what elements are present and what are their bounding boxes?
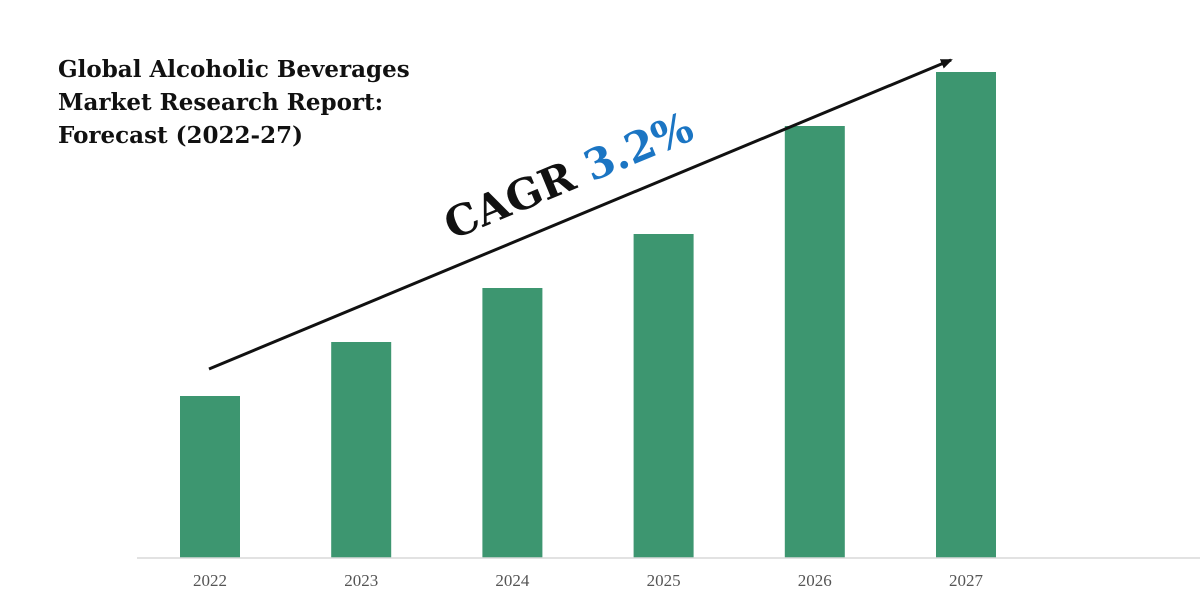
bar-2026 — [784, 126, 845, 558]
bar-2024 — [482, 288, 543, 558]
x-tick-label-2025: 2025 — [647, 571, 681, 590]
cagr-value: 3.2% — [577, 102, 700, 191]
x-tick-labels: 2022 2023 2024 2025 2026 2027 — [193, 571, 984, 590]
chart-title-line-1: Global Alcoholic Beverages — [58, 56, 410, 83]
x-tick-label-2027: 2027 — [949, 571, 984, 590]
chart-title-line-3: Forecast (2022-27) — [58, 122, 303, 149]
x-tick-label-2022: 2022 — [193, 571, 227, 590]
bar-2023 — [331, 342, 392, 558]
x-tick-label-2024: 2024 — [495, 571, 530, 590]
x-tick-label-2023: 2023 — [344, 571, 378, 590]
growth-arrow — [208, 58, 953, 371]
bars-group — [180, 72, 996, 558]
bar-2022 — [180, 396, 240, 558]
chart-title-line-2: Market Research Report: — [58, 89, 383, 116]
bar-2025 — [633, 234, 694, 558]
cagr-annotation: CAGR 3.2% — [437, 102, 700, 249]
bar-2027 — [936, 72, 996, 558]
cagr-prefix: CAGR — [437, 146, 596, 249]
x-tick-label-2026: 2026 — [798, 571, 832, 590]
